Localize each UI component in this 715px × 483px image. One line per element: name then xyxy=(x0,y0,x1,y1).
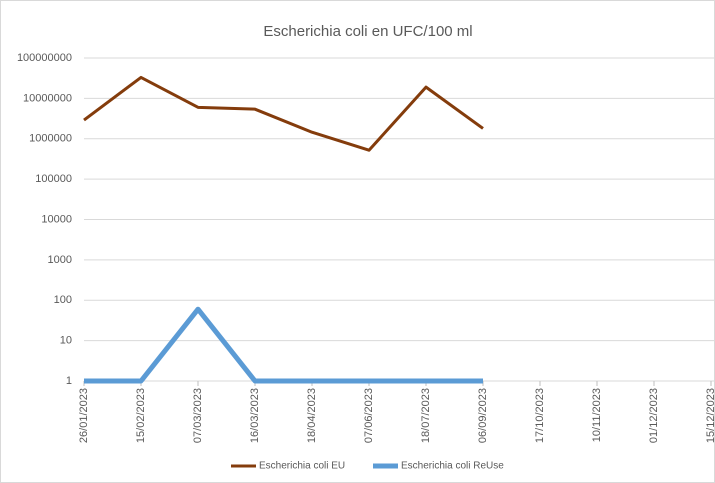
x-tick-label: 06/09/2023 xyxy=(477,388,489,443)
x-tick-label: 16/03/2023 xyxy=(249,388,261,443)
chart-title: Escherichia coli en UFC/100 ml xyxy=(263,23,472,40)
y-tick-label: 100000 xyxy=(35,173,72,185)
series-line xyxy=(84,306,483,384)
x-tick-label: 18/07/2023 xyxy=(420,388,432,443)
x-tick-label: 26/01/2023 xyxy=(78,388,90,443)
x-tick-label: 15/12/2023 xyxy=(705,388,715,443)
y-tick-label: 100 xyxy=(54,294,72,306)
x-tick-label: 01/12/2023 xyxy=(648,388,660,443)
x-tick-label: 18/04/2023 xyxy=(306,388,318,443)
y-tick-label: 10000 xyxy=(41,213,72,225)
series-line xyxy=(83,75,484,152)
x-tick-label: 07/03/2023 xyxy=(192,388,204,443)
legend-label: Escherichia coli ReUse xyxy=(401,461,504,472)
y-tick-label: 1 xyxy=(66,375,72,387)
y-tick-label: 10 xyxy=(60,335,72,347)
x-tick-label: 07/06/2023 xyxy=(363,388,375,443)
y-tick-label: 10000000 xyxy=(23,92,72,104)
x-tick-label: 10/11/2023 xyxy=(591,388,603,442)
legend-label: Escherichia coli EU xyxy=(259,461,345,472)
y-tick-label: 1000000 xyxy=(29,133,72,145)
x-tick-label: 15/02/2023 xyxy=(135,388,147,443)
y-tick-label: 1000 xyxy=(48,254,72,266)
y-tick-label: 100000000 xyxy=(17,52,72,64)
x-tick-label: 17/10/2023 xyxy=(534,388,546,443)
